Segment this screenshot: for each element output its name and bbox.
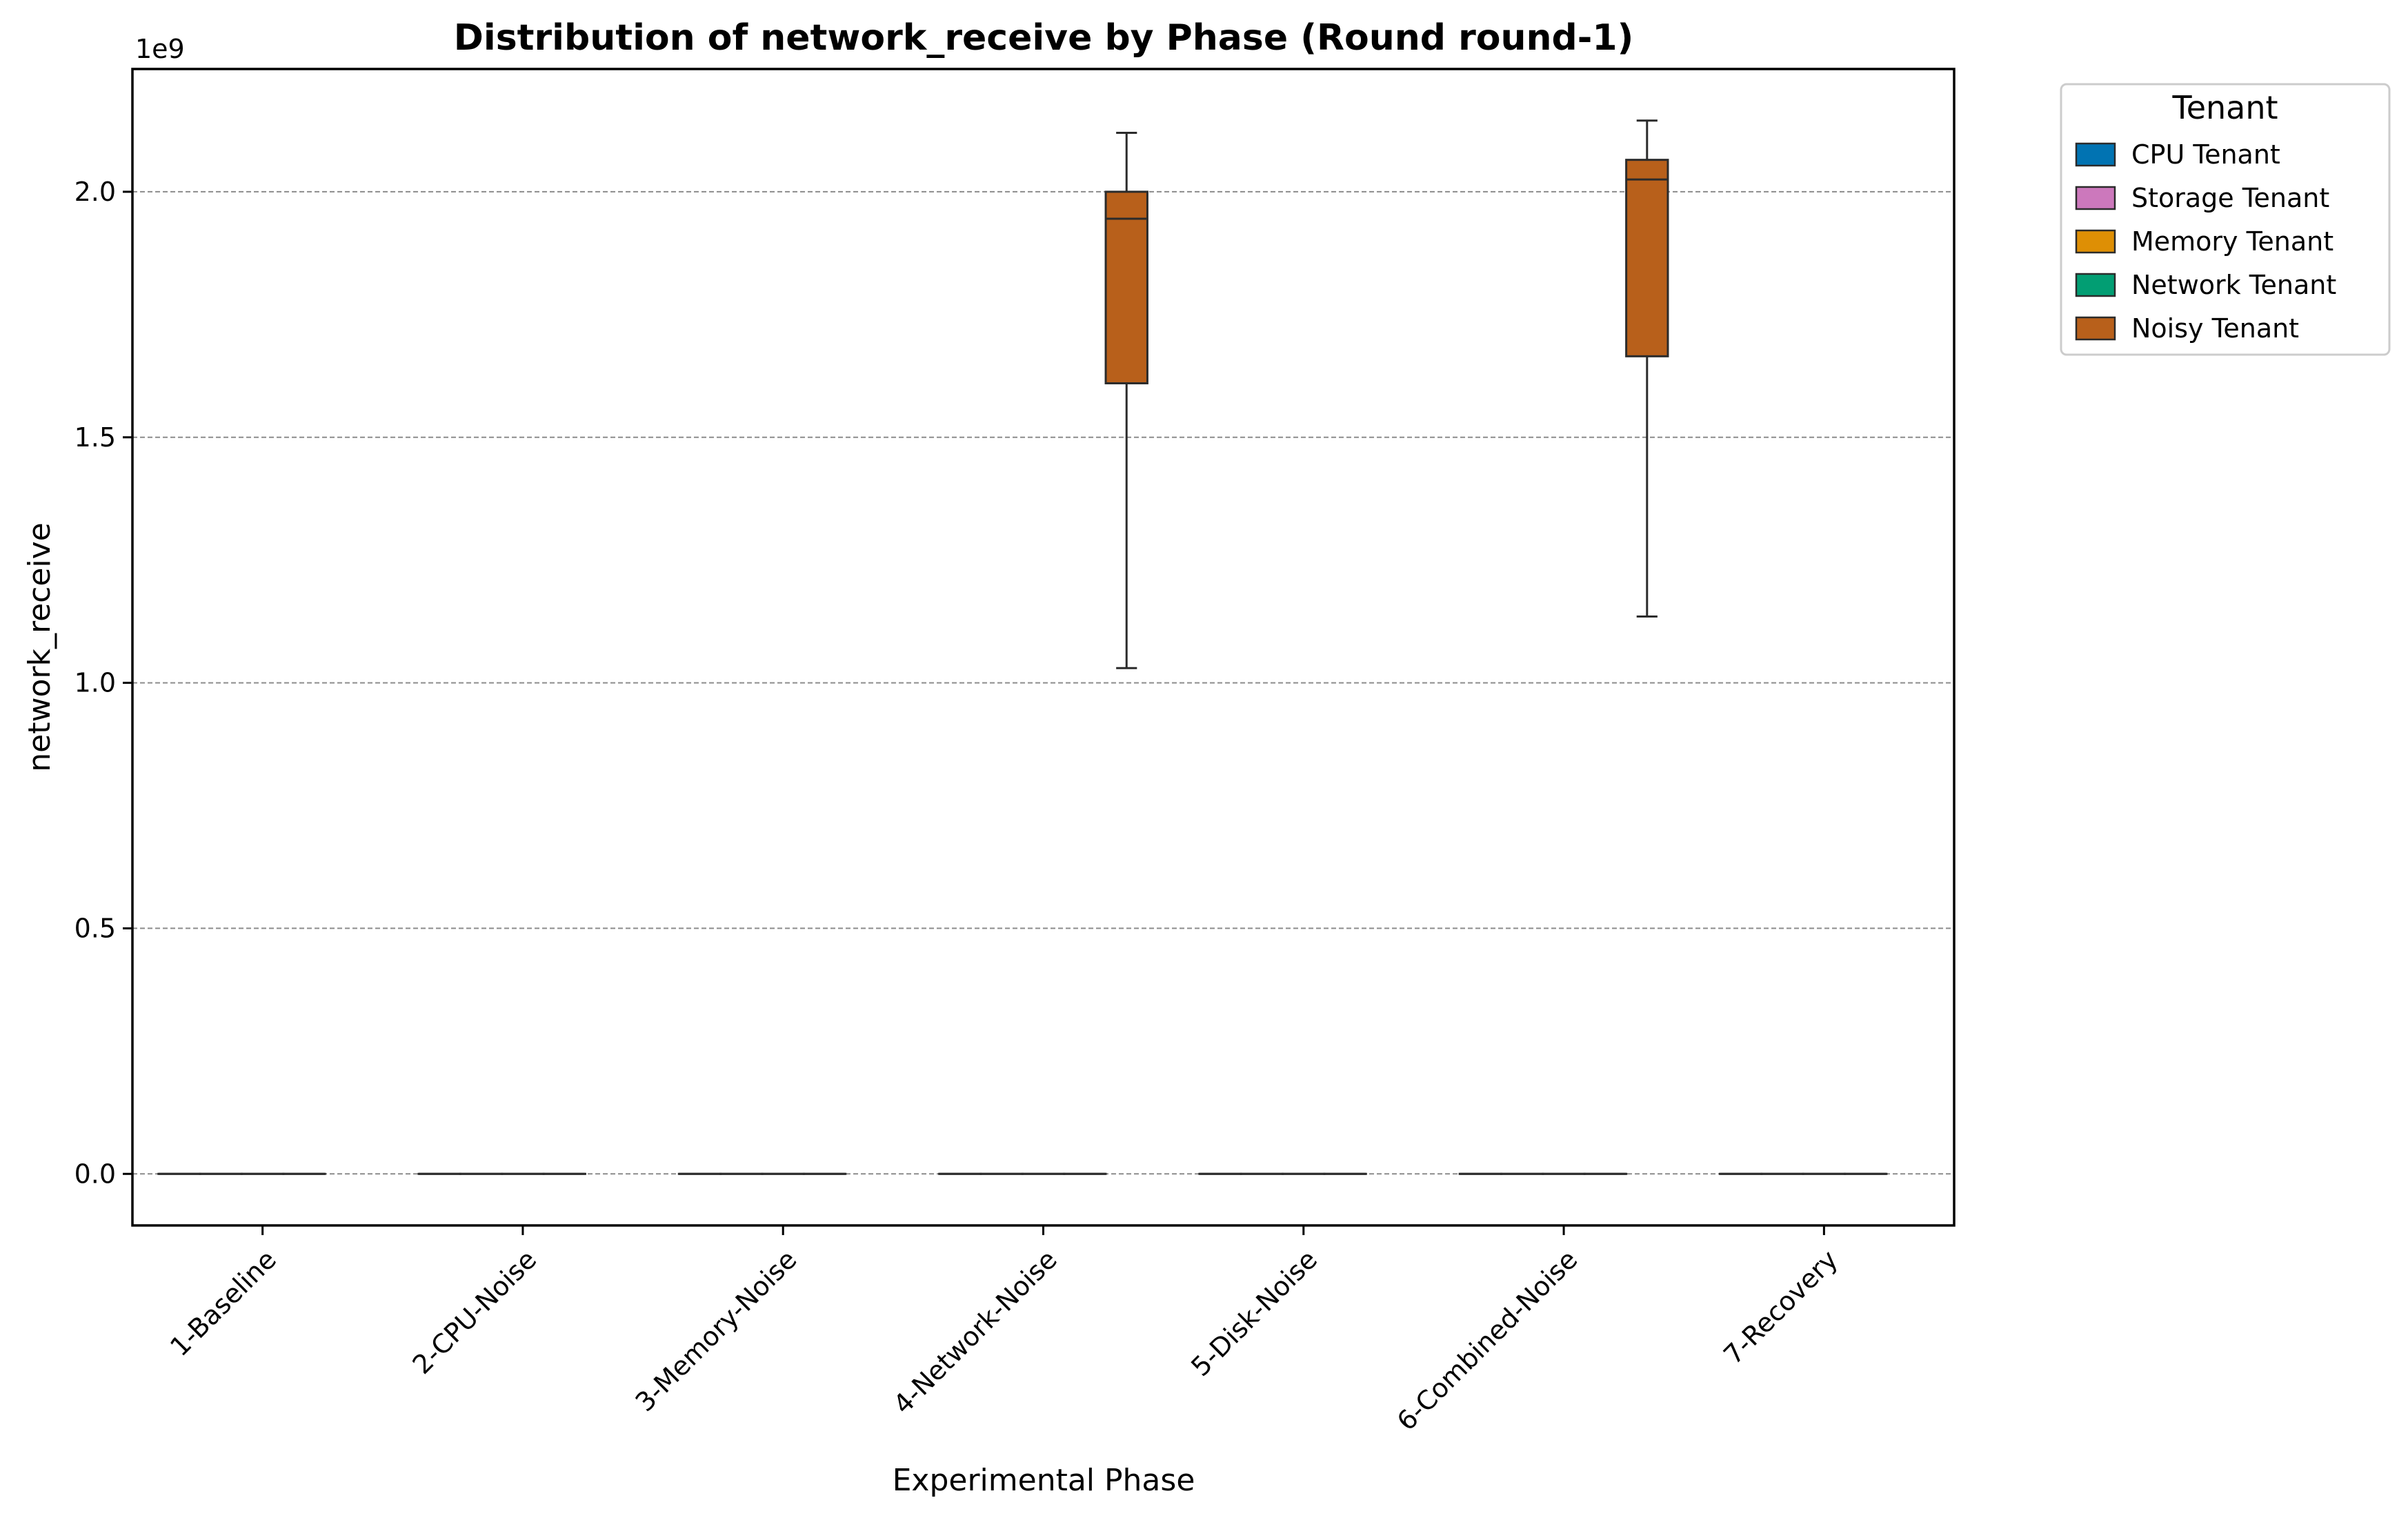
legend-swatch <box>2075 186 2116 210</box>
y-axis: 0.0 0.5 1.0 1.5 2.0 <box>74 177 132 1189</box>
legend-label: Memory Tenant <box>2131 226 2334 257</box>
y-tick-label: 2.0 <box>74 177 116 207</box>
x-tick-label: 7-Recovery <box>1718 1244 1844 1370</box>
y-axis-label: network_receive <box>22 522 57 771</box>
x-tick-label: 5-Disk-Noise <box>1185 1244 1323 1382</box>
plot-frame <box>131 68 1956 1227</box>
y-offset-label: 1e9 <box>135 34 185 64</box>
x-tick-label: 3-Memory-Noise <box>630 1244 803 1417</box>
legend-swatch <box>2075 316 2116 341</box>
y-tick-label: 0.0 <box>74 1159 116 1189</box>
y-tick-label: 0.5 <box>74 913 116 943</box>
x-tick-label: 6-Combined-Noise <box>1391 1244 1584 1437</box>
x-axis-label: Experimental Phase <box>893 1463 1195 1498</box>
box-iqr <box>1104 190 1148 384</box>
y-gridlines <box>132 190 1954 1175</box>
x-tick-label: 1-Baseline <box>164 1244 282 1362</box>
legend: Tenant CPU Tenant Storage Tenant Memory Te… <box>2060 83 2391 356</box>
legend-swatch <box>2075 142 2116 167</box>
box-iqr <box>1625 159 1669 357</box>
legend-title: Tenant <box>2171 89 2278 126</box>
legend-label: Storage Tenant <box>2131 183 2329 213</box>
y-tick-label: 1.0 <box>74 668 116 698</box>
legend-label: Network Tenant <box>2131 270 2336 300</box>
boxes <box>1104 119 1669 669</box>
legend-swatch <box>2075 229 2116 254</box>
x-tick-label: 2-CPU-Noise <box>407 1244 543 1380</box>
x-axis: 1-Baseline 2-CPU-Noise 3-Memory-Noise 4-Net… <box>164 1225 1844 1437</box>
legend-label: CPU Tenant <box>2131 139 2280 170</box>
chart-title: Distribution of network_receive by Phase… <box>454 17 1634 59</box>
legend-swatch <box>2075 273 2116 297</box>
y-tick-label: 1.5 <box>74 422 116 453</box>
legend-label: Noisy Tenant <box>2131 313 2299 344</box>
legend-frame <box>2060 83 2391 356</box>
x-tick-label: 4-Network-Noise <box>888 1244 1063 1419</box>
